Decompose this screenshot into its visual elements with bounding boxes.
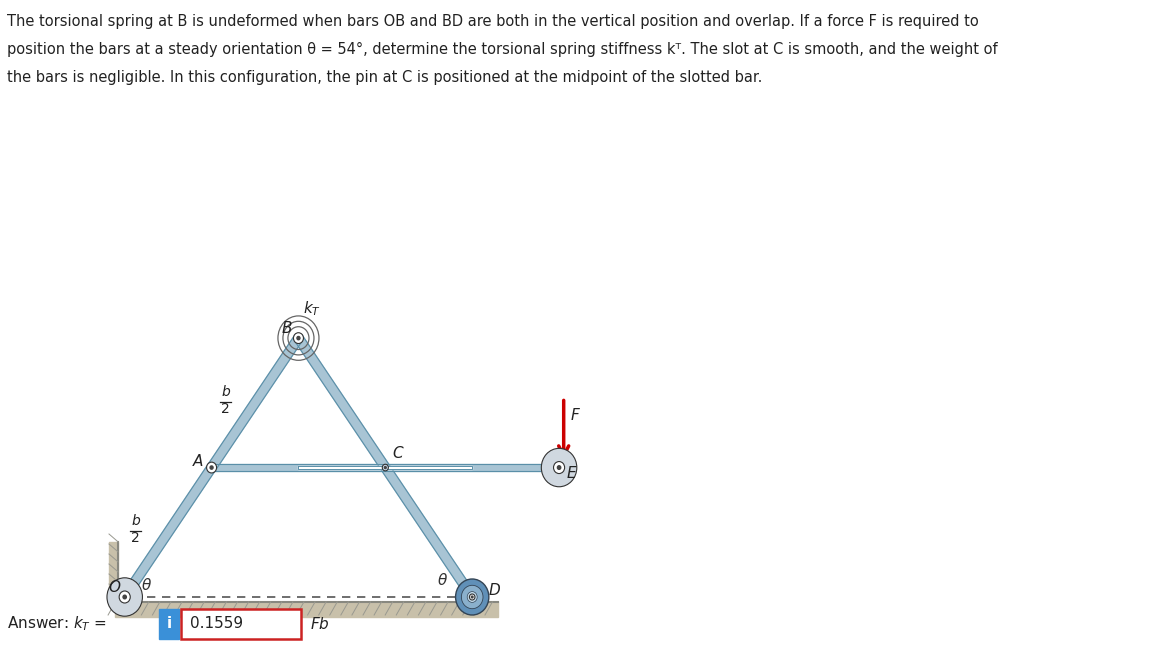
Circle shape — [119, 591, 130, 603]
Polygon shape — [295, 335, 475, 600]
Circle shape — [210, 466, 213, 469]
FancyBboxPatch shape — [159, 609, 179, 639]
Circle shape — [382, 464, 389, 471]
Polygon shape — [212, 464, 559, 471]
Text: O: O — [108, 580, 121, 595]
Circle shape — [123, 595, 126, 599]
Text: position the bars at a steady orientation θ = 54°, determine the torsional sprin: position the bars at a steady orientatio… — [7, 42, 998, 57]
Polygon shape — [299, 466, 472, 469]
Circle shape — [294, 333, 303, 344]
Circle shape — [461, 585, 482, 609]
Text: C: C — [392, 445, 403, 460]
Circle shape — [384, 467, 386, 469]
Text: $\theta$: $\theta$ — [437, 572, 448, 588]
Text: The torsional spring at B is undeformed when bars OB and BD are both in the vert: The torsional spring at B is undeformed … — [7, 14, 979, 29]
Circle shape — [471, 595, 474, 599]
Circle shape — [557, 466, 561, 469]
Text: Answer: $k_T$ =: Answer: $k_T$ = — [7, 615, 109, 633]
Circle shape — [541, 449, 577, 487]
Text: B: B — [282, 321, 293, 336]
Text: $Fb$: $Fb$ — [310, 616, 330, 632]
Text: E: E — [567, 466, 576, 481]
Circle shape — [206, 462, 217, 473]
Text: b: b — [131, 514, 141, 528]
Text: F: F — [570, 408, 578, 423]
Circle shape — [470, 594, 475, 600]
Text: A: A — [193, 454, 204, 469]
Text: b: b — [221, 385, 230, 399]
Text: D: D — [488, 583, 500, 598]
Circle shape — [554, 462, 564, 473]
Circle shape — [467, 591, 478, 602]
Text: 2: 2 — [131, 531, 141, 545]
Text: the bars is negligible. In this configuration, the pin at C is positioned at the: the bars is negligible. In this configur… — [7, 70, 762, 85]
Text: $\theta$: $\theta$ — [142, 577, 152, 593]
Text: i: i — [166, 617, 172, 632]
Circle shape — [456, 579, 488, 615]
FancyBboxPatch shape — [182, 609, 301, 639]
Text: $k_T$: $k_T$ — [303, 299, 321, 318]
Circle shape — [472, 596, 473, 598]
Polygon shape — [121, 335, 302, 600]
Circle shape — [107, 578, 143, 616]
Text: 2: 2 — [221, 402, 230, 416]
Circle shape — [297, 336, 300, 340]
Text: 0.1559: 0.1559 — [191, 617, 244, 632]
Polygon shape — [116, 602, 498, 617]
